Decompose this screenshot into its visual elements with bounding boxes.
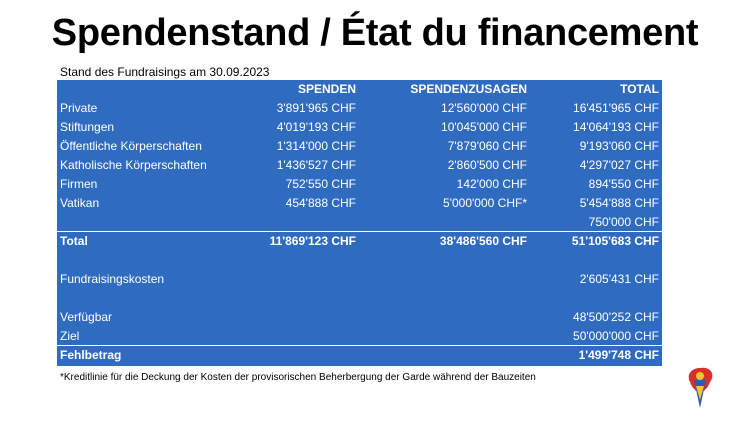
- title: Spendenstand / État du financement: [51, 12, 699, 54]
- cell: 14'064'193 CHF: [573, 120, 659, 134]
- cell: 1'436'527 CHF: [276, 158, 356, 172]
- row-label: Fehlbetrag: [60, 348, 122, 362]
- row-label: Ziel: [60, 329, 80, 343]
- cell: 51'105'683 CHF: [571, 234, 659, 248]
- separator: [57, 231, 662, 232]
- row-label: Katholische Körperschaften: [60, 158, 207, 172]
- cell: 4'297'027 CHF: [579, 158, 659, 172]
- cell: 9'193'060 CHF: [579, 139, 659, 153]
- cell: 4'019'193 CHF: [276, 120, 356, 134]
- row-label: Öffentliche Körperschaften: [60, 139, 202, 153]
- column-header: SPENDEN: [297, 82, 356, 96]
- cell: 7'879'060 CHF: [447, 139, 527, 153]
- logo: [688, 367, 713, 408]
- row-label: Total: [60, 234, 88, 248]
- table: SPENDEN SPENDENZUSAGEN TOTAL Private 3'891'9…: [57, 80, 662, 366]
- row-label: Private: [60, 101, 98, 115]
- footnote: *Kreditlinie für die Deckung der Kosten …: [60, 372, 536, 383]
- cell: 752'550 CHF: [285, 177, 356, 191]
- cell: 2'860'500 CHF: [447, 158, 527, 172]
- cell: 1'499'748 CHF: [578, 348, 659, 362]
- cell: 3'891'965 CHF: [276, 101, 356, 115]
- row-label: Fundraisingskosten: [60, 272, 165, 286]
- cell: 894'550 CHF: [588, 177, 659, 191]
- row-label: Vatikan: [60, 196, 100, 210]
- cell: 48'500'252 CHF: [573, 310, 659, 324]
- cell: 38'486'560 CHF: [439, 234, 527, 248]
- cell: 50'000'000 CHF: [573, 329, 659, 343]
- cell: 1'314'000 CHF: [276, 139, 356, 153]
- cell: 750'000 CHF: [588, 215, 659, 229]
- column-header: TOTAL: [620, 82, 659, 96]
- cell: 10'045'000 CHF: [441, 120, 527, 134]
- row-label: Verfügbar: [60, 310, 113, 324]
- separator: [57, 345, 662, 346]
- cell: 5'454'888 CHF: [579, 196, 659, 210]
- cell: 12'560'000 CHF: [441, 101, 527, 115]
- row-label: Stiftungen: [60, 120, 115, 134]
- column-header: SPENDENZUSAGEN: [410, 82, 527, 96]
- cell: 454'888 CHF: [285, 196, 356, 210]
- row-label: Firmen: [60, 177, 98, 191]
- cell: 142'000 CHF: [456, 177, 527, 191]
- subtitle: Stand des Fundraisings am 30.09.2023: [60, 65, 270, 79]
- cell: 2'605'431 CHF: [579, 272, 659, 286]
- cell: 11'869'123 CHF: [269, 234, 356, 248]
- cell: 5'000'000 CHF*: [443, 196, 527, 210]
- cell: 16'451'965 CHF: [573, 101, 659, 115]
